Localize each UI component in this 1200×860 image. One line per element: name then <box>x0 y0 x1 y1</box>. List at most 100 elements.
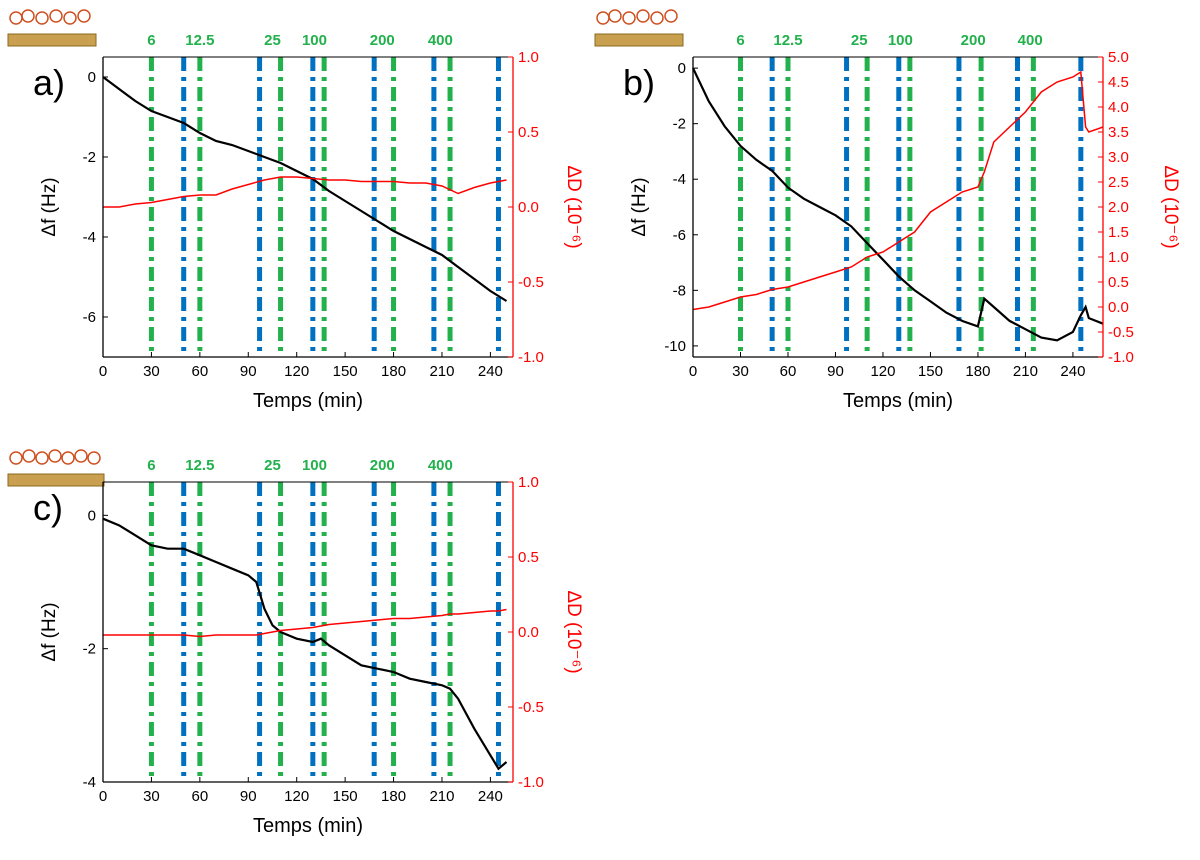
x-tick-label: 60 <box>192 788 209 805</box>
y2-tick-label: 0.0 <box>518 624 539 641</box>
x-tick-label: 60 <box>780 363 797 380</box>
y-tick-label: -10 <box>664 338 686 355</box>
concentration-label: 12.5 <box>185 32 214 49</box>
x-tick-label: 240 <box>478 788 503 805</box>
y-axis-title: Δf (Hz) <box>39 602 60 661</box>
y-tick-label: -2 <box>83 641 96 658</box>
data-line <box>102 517 508 771</box>
y-tick-label: 0 <box>678 60 686 77</box>
concentration-label: 6 <box>147 457 155 474</box>
surface-icon <box>7 449 105 487</box>
x-tick-label: 240 <box>1060 363 1085 380</box>
y-tick-label: -4 <box>83 774 96 791</box>
x-tick-label: 90 <box>827 363 844 380</box>
y2-tick-label: -0.5 <box>1108 324 1134 341</box>
y2-tick-label: -1.0 <box>518 774 544 791</box>
y2-tick-label: 0.0 <box>1108 299 1129 316</box>
y2-tick-label: 0.5 <box>518 549 539 566</box>
x-tick-label: 30 <box>143 788 160 805</box>
y2-tick-label: 1.0 <box>1108 249 1129 266</box>
y-tick-label: -4 <box>673 171 686 188</box>
y2-tick-label: 4.5 <box>1108 74 1129 91</box>
y-tick-label: 0 <box>88 507 96 524</box>
x-tick-label: 240 <box>478 363 503 380</box>
surface-icon <box>594 9 684 47</box>
y2-tick-label: 3.5 <box>1108 124 1129 141</box>
data-line <box>102 76 508 302</box>
data-line <box>103 176 507 208</box>
y2-tick-label: -1.0 <box>1108 349 1134 366</box>
x-tick-label: 120 <box>284 363 309 380</box>
y-tick-label: -2 <box>83 149 96 166</box>
x-tick-label: 180 <box>381 788 406 805</box>
x-tick-label: 30 <box>143 363 160 380</box>
x-tick-label: 210 <box>429 788 454 805</box>
panel: 0 30 60 90 120 150 180 210 240 -10 -8 -6 -4 -2 0 -1.0 -0… <box>623 32 1181 412</box>
y2-tick-label: 2.0 <box>1108 199 1129 216</box>
y-tick-label: 0 <box>88 69 96 86</box>
y2-axis-title: ΔD (10⁻⁶) <box>563 590 584 673</box>
concentration-label: 12.5 <box>773 32 802 49</box>
concentration-label: 200 <box>370 457 395 474</box>
concentration-label: 200 <box>370 32 395 49</box>
panel: 0 30 60 90 120 150 180 210 240 -4 -2 0 -1.0 -0.5 0.0 0.… <box>33 457 584 837</box>
data-line <box>692 67 1104 342</box>
panel: 0 30 60 90 120 150 180 210 240 -6 -4 -2 0 -1.0 -0.5 0.0… <box>33 32 584 412</box>
y-tick-label: -2 <box>673 116 686 133</box>
data-line <box>692 70 1104 311</box>
concentration-label: 400 <box>428 457 453 474</box>
concentration-label: 6 <box>147 32 155 49</box>
x-tick-label: 0 <box>99 363 107 380</box>
y-tick-label: -6 <box>673 227 686 244</box>
y2-tick-label: 4.0 <box>1108 99 1129 116</box>
y-axis-title: Δf (Hz) <box>629 177 650 236</box>
y2-tick-label: 1.0 <box>518 49 539 66</box>
y2-tick-label: 0.0 <box>518 199 539 216</box>
y2-axis-title: ΔD (10⁻⁶) <box>563 165 584 248</box>
concentration-label: 100 <box>302 457 327 474</box>
y2-axis-title: ΔD (10⁻⁶) <box>1160 165 1181 248</box>
concentration-label: 200 <box>961 32 986 49</box>
y2-tick-label: -0.5 <box>518 274 544 291</box>
x-tick-label: 180 <box>381 363 406 380</box>
x-tick-label: 150 <box>918 363 943 380</box>
x-tick-label: 90 <box>240 788 257 805</box>
y-axis-title: Δf (Hz) <box>39 177 60 236</box>
y2-tick-label: 0.5 <box>1108 274 1129 291</box>
y2-tick-label: 1.0 <box>518 474 539 491</box>
y2-tick-label: -1.0 <box>518 349 544 366</box>
y-tick-label: -4 <box>83 229 96 246</box>
concentration-label: 100 <box>302 32 327 49</box>
x-axis-title: Temps (min) <box>253 815 363 837</box>
concentration-label: 12.5 <box>185 457 214 474</box>
x-tick-label: 90 <box>240 363 257 380</box>
x-tick-label: 150 <box>333 788 358 805</box>
y2-tick-label: -0.5 <box>518 699 544 716</box>
concentration-label: 400 <box>428 32 453 49</box>
data-line <box>103 608 507 638</box>
y2-tick-label: 2.5 <box>1108 174 1129 191</box>
x-tick-label: 210 <box>429 363 454 380</box>
y2-tick-label: 1.5 <box>1108 224 1129 241</box>
x-tick-label: 150 <box>333 363 358 380</box>
panel-label: a) <box>33 62 65 103</box>
x-tick-label: 210 <box>1013 363 1038 380</box>
y-tick-label: -6 <box>83 309 96 326</box>
concentration-label: 25 <box>264 32 281 49</box>
x-axis-title: Temps (min) <box>843 390 953 412</box>
x-tick-label: 30 <box>732 363 749 380</box>
surface-icon <box>7 9 97 47</box>
concentration-label: 100 <box>888 32 913 49</box>
x-tick-label: 120 <box>870 363 895 380</box>
x-tick-label: 180 <box>965 363 990 380</box>
y2-tick-label: 5.0 <box>1108 49 1129 66</box>
concentration-label: 25 <box>264 457 281 474</box>
x-tick-label: 0 <box>99 788 107 805</box>
panel-label: b) <box>623 62 655 103</box>
x-axis-title: Temps (min) <box>253 390 363 412</box>
concentration-label: 25 <box>851 32 868 49</box>
panel-label: c) <box>33 487 63 528</box>
y2-tick-label: 0.5 <box>518 124 539 141</box>
